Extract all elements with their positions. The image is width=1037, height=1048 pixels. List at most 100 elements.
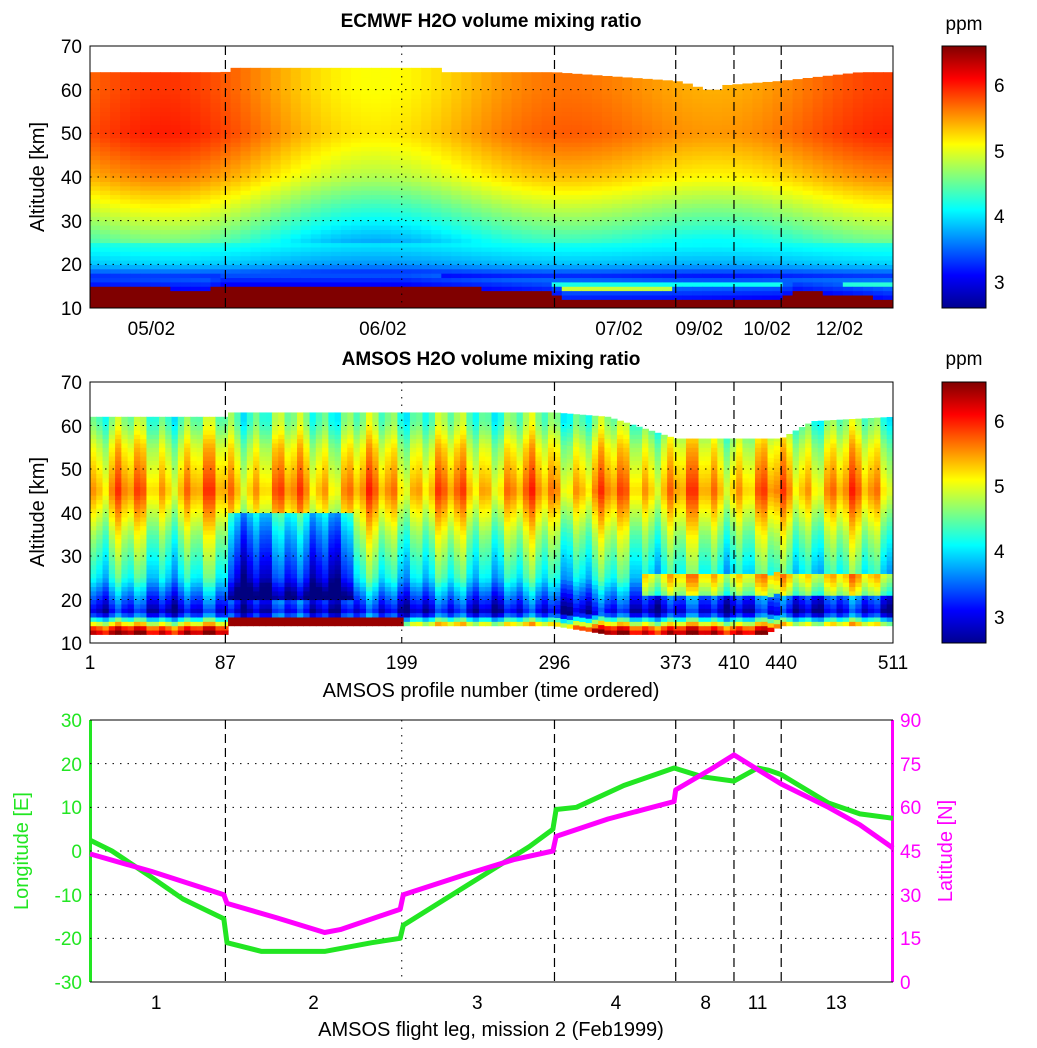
ecmwf-heatmap-cell <box>521 190 533 196</box>
ecmwf-heatmap-cell <box>491 150 503 156</box>
ecmwf-heatmap-cell <box>862 198 874 204</box>
ecmwf-heatmap-cell <box>772 286 784 292</box>
ecmwf-heatmap-cell <box>371 107 382 113</box>
ecmwf-heatmap-cell <box>611 299 623 305</box>
ecmwf-heatmap-cell <box>421 159 432 165</box>
ecmwf-heatmap-cell <box>401 194 412 200</box>
ecmwf-heatmap-cell <box>772 142 784 148</box>
ecmwf-heatmap-cell <box>361 203 372 209</box>
ecmwf-heatmap-cell <box>652 290 663 296</box>
amsos-heatmap-cell <box>133 473 141 479</box>
ecmwf-heatmap-cell <box>140 299 151 305</box>
ecmwf-heatmap-cell <box>310 281 322 287</box>
ecmwf-heatmap-cell <box>672 146 683 152</box>
ecmwf-heatmap-cell <box>371 146 382 152</box>
ecmwf-heatmap-cell <box>310 198 322 204</box>
ecmwf-heatmap-cell <box>350 146 362 152</box>
ecmwf-heatmap-cell <box>130 242 141 248</box>
ecmwf-heatmap-cell <box>441 190 452 196</box>
ecmwf-heatmap-cell <box>611 89 623 95</box>
amsos-heatmap-cell <box>102 569 110 574</box>
ecmwf-heatmap-cell <box>672 177 683 182</box>
ecmwf-heatmap-cell <box>702 172 713 178</box>
ecmwf-heatmap-cell <box>270 211 282 217</box>
ecmwf-heatmap-cell <box>501 146 513 152</box>
ecmwf-heatmap-cell <box>762 277 774 283</box>
ecmwf-heatmap-cell <box>561 155 573 161</box>
ecmwf-heatmap-cell <box>742 246 754 252</box>
amsos-heatmap-cell <box>140 434 148 440</box>
ecmwf-heatmap-cell <box>401 207 412 213</box>
ecmwf-heatmap-cell <box>551 259 563 265</box>
ecmwf-heatmap-cell <box>250 281 262 287</box>
ecmwf-heatmap-cell <box>832 107 844 113</box>
ecmwf-heatmap-cell <box>401 185 412 191</box>
amsos-heatmap-cell <box>165 499 173 505</box>
ecmwf-heatmap-cell <box>180 299 191 305</box>
ecmwf-heatmap-cell <box>511 142 523 148</box>
ecmwf-heatmap-cell <box>330 128 342 134</box>
ecmwf-heatmap-cell <box>772 294 784 300</box>
ecmwf-heatmap-cell <box>591 89 603 95</box>
ecmwf-heatmap-cell <box>481 146 493 152</box>
ecmwf-heatmap-cell <box>642 246 653 252</box>
amsos-heatmap-cell <box>140 573 148 579</box>
ecmwf-heatmap-cell <box>581 76 593 82</box>
ecmwf-heatmap-cell <box>431 216 442 222</box>
amsos-heatmap-cell <box>108 608 116 614</box>
ecmwf-heatmap-cell <box>702 242 713 248</box>
ecmwf-heatmap-cell <box>642 238 653 244</box>
ecmwf-heatmap-cell <box>752 246 764 252</box>
ecmwf-heatmap-cell <box>130 190 141 196</box>
ecmwf-heatmap-cell <box>561 238 573 244</box>
ecmwf-heatmap-cell <box>832 259 844 265</box>
ecmwf-heatmap-cell <box>501 242 513 248</box>
ecmwf-heatmap-cell <box>290 238 302 244</box>
ecmwf-heatmap-cell <box>481 128 493 134</box>
ecmwf-heatmap-cell <box>160 133 171 139</box>
ecmwf-heatmap-cell <box>371 85 382 91</box>
ecmwf-heatmap-cell <box>160 246 171 252</box>
amsos-heatmap-cell <box>90 616 97 622</box>
ecmwf-heatmap-cell <box>642 286 653 292</box>
ecmwf-heatmap-cell <box>662 290 673 296</box>
ecmwf-heatmap-cell <box>421 137 432 143</box>
ecmwf-heatmap-cell <box>290 94 302 99</box>
ecmwf-heatmap-cell <box>772 299 784 305</box>
ecmwf-heatmap-cell <box>662 85 673 91</box>
amsos-heatmap-cell <box>165 582 173 588</box>
ecmwf-heatmap-cell <box>411 80 422 86</box>
amsos-heatmap-cell <box>102 612 110 618</box>
ecmwf-heatmap-cell <box>632 207 643 213</box>
amsos-heatmap-cell <box>127 499 135 505</box>
ecmwf-heatmap-cell <box>260 137 272 143</box>
ecmwf-heatmap-cell <box>170 299 181 305</box>
amsos-heatmap-cell <box>127 547 135 553</box>
ecmwf-heatmap-cell <box>310 115 322 121</box>
ecmwf-heatmap-cell <box>110 251 121 257</box>
ecmwf-heatmap-cell <box>692 198 703 204</box>
amsos-heatmap-cell <box>165 425 173 431</box>
ecmwf-heatmap-cell <box>632 277 643 283</box>
ecmwf-heatmap-cell <box>190 146 202 152</box>
ecmwf-heatmap-cell <box>722 146 733 152</box>
ecmwf-heatmap-cell <box>782 172 794 178</box>
amsos-heatmap-cell <box>159 434 166 440</box>
amsos-heatmap-cell <box>146 503 154 509</box>
ecmwf-heatmap-cell <box>882 198 893 204</box>
ecmwf-heatmap-cells <box>90 67 893 308</box>
ecmwf-heatmap-cell <box>350 120 362 126</box>
ecmwf-heatmap-cell <box>652 194 663 200</box>
ecmwf-heatmap-cell <box>240 76 252 82</box>
ecmwf-heatmap-cell <box>581 107 593 113</box>
ecmwf-heatmap-cell <box>250 290 262 296</box>
ecmwf-heatmap-cell <box>792 255 804 261</box>
ecmwf-heatmap-cell <box>742 168 754 174</box>
ecmwf-heatmap-cell <box>330 76 342 82</box>
ecmwf-heatmap-cell <box>531 185 543 191</box>
ecmwf-heatmap-cell <box>782 255 794 261</box>
ecmwf-heatmap-cell <box>662 190 673 196</box>
ecmwf-heatmap-cell <box>481 259 493 265</box>
ecmwf-heatmap-cell <box>401 238 412 244</box>
ecmwf-heatmap-cell <box>461 76 473 82</box>
